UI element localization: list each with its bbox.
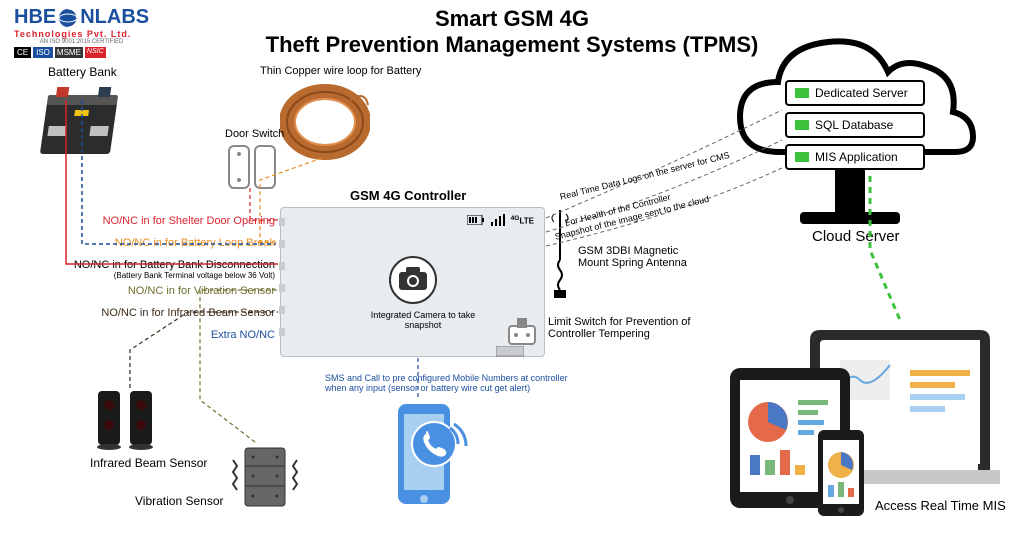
lte-badge: 4GLTE [511,215,534,226]
controller-title: GSM 4G Controller [350,188,466,203]
sms-annotation: SMS and Call to pre configured Mobile Nu… [325,373,585,393]
title-line1: Smart GSM 4G [0,6,1024,32]
battery-bank-label: Battery Bank [48,65,117,79]
limit-switch-label: Limit Switch for Prevention of Controlle… [548,316,698,340]
signal-icon [491,214,505,226]
cloud-box-1: Dedicated Server [785,80,925,106]
vibration-sensor-icon [225,440,305,515]
logo-badges: CE ISO MSME NSIC [14,47,149,58]
cloud-box-3: MIS Application [785,144,925,170]
antenna-label: GSM 3DBI Magnetic Mount Spring Antenna [578,245,698,269]
battery-bank-icon [30,82,130,167]
cloud-server-label: Cloud Server [812,228,900,245]
door-switch-icon [225,142,280,192]
logo-text-2: NLABS [80,6,149,29]
copper-loop-label: Thin Copper wire loop for Battery [260,65,421,77]
mis-devices-icon [700,310,1000,520]
infrared-sensor-icon [92,385,162,455]
input-label-3: NO/NC in for Vibration Sensor [15,285,275,297]
copper-loop-icon [280,80,370,160]
camera-caption: Integrated Camera to take snapshot [363,310,483,330]
phone-alert-icon [390,400,470,520]
camera-icon [386,256,441,304]
input-label-0: NO/NC in for Shelter Door Opening [15,215,275,227]
door-switch-label: Door Switch [225,128,284,140]
logo: HBE NLABS Technologies Pvt. Ltd. AN ISO … [14,6,149,58]
input-label-4: NO/NC in for Infrared Beam Sensor [15,307,275,319]
globe-icon [58,8,78,28]
mis-label: Access Real Time MIS [875,498,1006,513]
input-label-5: Extra NO/NC [15,329,275,341]
logo-tagline: Technologies Pvt. Ltd. [14,29,149,39]
infrared-sensor-label: Infrared Beam Sensor [90,456,207,470]
vibration-sensor-label: Vibration Sensor [135,494,224,508]
logo-text-1: HBE [14,6,56,29]
cloud-box-2: SQL Database [785,112,925,138]
logo-cert: AN ISO 9001:2015 CERTIFIED [14,39,149,45]
input-label-2: NO/NC in for Battery Bank Disconnection(… [15,259,275,280]
input-label-1: NO/NC in for Battery Loop Break [15,237,275,249]
battery-icon [467,215,485,225]
limit-switch-icon [505,318,541,348]
